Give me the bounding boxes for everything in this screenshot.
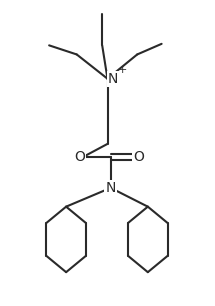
- Text: O: O: [74, 150, 85, 164]
- Text: +: +: [118, 65, 127, 75]
- Text: N: N: [108, 72, 118, 86]
- Text: O: O: [133, 150, 144, 164]
- Text: N: N: [106, 181, 116, 195]
